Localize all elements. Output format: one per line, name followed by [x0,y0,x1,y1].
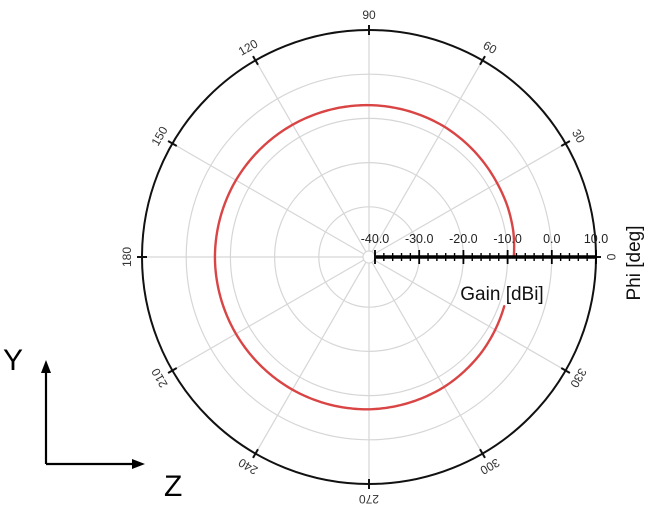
angle-tick-mark [479,55,486,66]
angle-tick-label: 90 [362,8,376,22]
gain-scale-axis: -40.0 -30.0 -20.0 -10.0 0.0 10.0 [361,232,608,264]
angle-tick-label: 270 [359,492,379,506]
gain-axis-title: Gain [dBi] [460,284,543,305]
gain-tick-label: -10.0 [493,232,522,246]
angle-tick-label: 30 [569,127,588,146]
angle-tick-label: 300 [477,455,502,477]
angle-tick-mark [479,448,486,459]
angle-tick-mark [252,55,259,66]
grid-spoke [172,259,365,372]
angle-tick-label: 180 [120,247,134,267]
angle-tick-mark [560,140,571,147]
angle-tick-label: 60 [481,38,500,57]
phi-axis-title: Phi [deg] [624,226,645,301]
grid-spoke [373,259,566,372]
angle-tick-mark [167,140,178,147]
angle-tick-label: 150 [149,124,171,149]
gain-tick-label: -20.0 [449,232,478,246]
z-axis-label: Z [164,470,182,503]
gain-tick-label: 10.0 [584,232,608,246]
y-axis-arrow-head [41,360,51,373]
grid-spoke [373,142,566,255]
gain-curve [213,103,516,411]
angle-tick-mark [560,367,571,374]
gain-tick-label: 0.0 [543,232,560,246]
gain-tick-label: -40.0 [361,232,390,246]
y-axis-label: Y [3,344,23,377]
angle-tick-mark [167,367,178,374]
grid-spoke [172,142,365,255]
gain-curve-layer [213,103,516,411]
grid-spoke [254,261,367,454]
grid-spoke [371,261,484,454]
coordinate-axes: Y Z [3,344,182,503]
gain-tick-label: -30.0 [405,232,434,246]
angle-tick-label: 0 [604,254,618,261]
angle-tick-label: 330 [567,366,589,391]
angle-tick-mark [252,448,259,459]
angle-tick-label: 120 [236,36,261,58]
z-axis-arrow-head [132,459,145,469]
grid-spoke [371,60,484,253]
grid-circle [362,250,376,264]
grid-spoke [254,60,367,253]
angle-tick-label: 240 [236,455,261,477]
angle-tick-label: 210 [148,365,170,390]
